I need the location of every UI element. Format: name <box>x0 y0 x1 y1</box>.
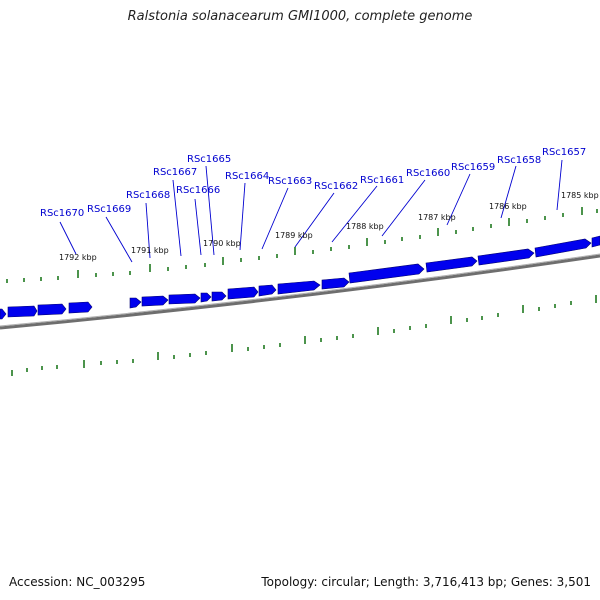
accession-text: Accession: NC_003295 <box>9 575 146 589</box>
gene-label: RSc1661 <box>360 175 404 186</box>
gene-arrow <box>141 295 169 307</box>
gene-label: RSc1660 <box>406 168 450 179</box>
gene-arrow <box>37 303 67 316</box>
genome-backbone <box>0 254 600 330</box>
gene-arrow <box>477 248 535 266</box>
kbp-label: 1786 kbp <box>489 202 527 211</box>
gene-arrow <box>68 301 93 314</box>
gene-label: RSc1657 <box>542 147 586 158</box>
gene-label: RSc1664 <box>225 171 269 182</box>
gene-labels: RSc1670 RSc1669 RSc1668 RSc1667 RSc1666 … <box>40 147 586 219</box>
gene-label: RSc1658 <box>497 155 541 166</box>
gene-label: RSc1662 <box>314 181 358 192</box>
kbp-label: 1787 kbp <box>418 213 456 222</box>
kbp-label: 1789 kbp <box>275 231 313 240</box>
gene-label: RSc1667 <box>153 167 197 178</box>
gene-arrow <box>227 286 259 300</box>
label-leaders <box>59 159 563 263</box>
gene-label: RSc1663 <box>268 176 312 187</box>
outer-tick-row <box>6 207 598 283</box>
gene-arrow <box>258 284 277 297</box>
kbp-labels: 1792 kbp 1791 kbp 1790 kbp 1789 kbp 1788… <box>59 191 599 262</box>
gene-arrow <box>7 305 38 318</box>
gene-label: RSc1670 <box>40 208 84 219</box>
inner-tick-row <box>11 295 597 376</box>
genome-backbone-highlight <box>0 253 600 327</box>
kbp-label: 1785 kbp <box>561 191 599 200</box>
gene-label: RSc1669 <box>87 204 131 215</box>
kbp-label: 1792 kbp <box>59 253 97 262</box>
gene-label: RSc1668 <box>126 190 170 201</box>
gene-arrow <box>321 277 350 290</box>
kbp-label: 1788 kbp <box>346 222 384 231</box>
gene-arrow <box>591 235 600 248</box>
gene-arrow <box>534 238 592 258</box>
map-title: Ralstonia solanacearum GMI1000, complete… <box>127 9 473 24</box>
gene-arrow <box>168 293 201 305</box>
genome-summary-text: Topology: circular; Length: 3,716,413 bp… <box>261 575 591 589</box>
gene-arrow <box>200 292 212 303</box>
kbp-label: 1790 kbp <box>203 239 241 248</box>
gene-label: RSc1659 <box>451 162 495 173</box>
gene-arrow <box>129 297 142 309</box>
gene-arrow <box>211 291 227 302</box>
kbp-label: 1791 kbp <box>131 246 169 255</box>
gene-arrow <box>425 256 478 273</box>
gene-label: RSc1666 <box>176 185 220 196</box>
gene-arrow <box>277 280 321 295</box>
gene-arrow <box>348 263 425 284</box>
gene-track <box>0 235 600 320</box>
gene-arrow <box>0 308 7 320</box>
gene-label: RSc1665 <box>187 154 231 165</box>
